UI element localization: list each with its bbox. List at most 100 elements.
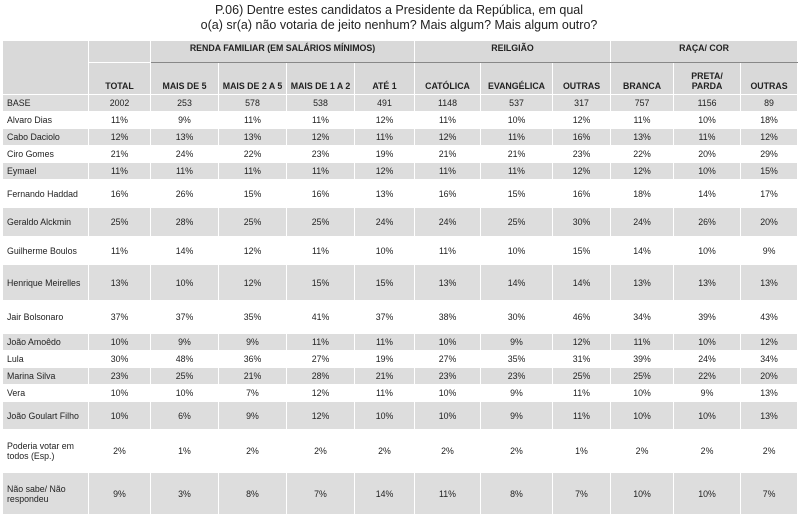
- table-cell: 16%: [552, 179, 612, 208]
- row-label: João Goulart Filho: [2, 401, 89, 430]
- table-cell: 15%: [353, 264, 416, 301]
- table-cell: 14%: [673, 179, 742, 208]
- table-cell: 10%: [414, 384, 482, 402]
- table-cell: 10%: [610, 401, 675, 430]
- table-cell: 10%: [673, 401, 742, 430]
- table-cell: 48%: [150, 350, 219, 368]
- table-cell: 25%: [610, 367, 675, 385]
- column-header-row: TOTAL MAIS DE 5 MAIS DE 2 A 5 MAIS DE 1 …: [3, 62, 798, 95]
- table-cell: 11%: [414, 472, 482, 515]
- table-cell: 253: [150, 94, 219, 112]
- table-cell: 7%: [552, 472, 612, 515]
- table-cell: 28%: [150, 207, 219, 237]
- corner-cell: [2, 40, 89, 95]
- table-cell: 43%: [740, 300, 798, 334]
- table-cell: 11%: [480, 128, 554, 146]
- table-cell: 39%: [673, 300, 742, 334]
- table-cell: 12%: [286, 128, 355, 146]
- table-cell: 1148: [414, 94, 482, 112]
- table-row: Henrique Meirelles 13% 10% 12% 15% 15% 13% 14% 1…: [2, 264, 798, 301]
- table-body: BASE 2002 253 578 538 491 1148 537 317 757 1156 89 A…: [2, 94, 798, 515]
- question-title: P.06) Dentre estes candidatos a Presiden…: [0, 0, 798, 40]
- table-row: Cabo Daciolo 12% 13% 13% 12% 11% 12% 11% 16% 13% 1…: [2, 128, 798, 146]
- table-cell: 2%: [673, 429, 742, 473]
- table-cell: 9%: [218, 333, 287, 351]
- table-cell: 11%: [286, 333, 355, 351]
- table-cell: 25%: [150, 367, 219, 385]
- table-cell: 15%: [286, 264, 355, 301]
- table-cell: 538: [286, 94, 355, 112]
- table-row: João Amoêdo 10% 9% 9% 11% 11% 10% 9% 12% 11% 10% 12…: [2, 333, 798, 351]
- table-cell: 10%: [414, 333, 482, 351]
- table-cell: 12%: [286, 384, 355, 402]
- table-cell: 11%: [552, 401, 612, 430]
- table-cell: 14%: [353, 472, 416, 515]
- table-cell: 20%: [740, 207, 798, 237]
- table-cell: 13%: [88, 264, 151, 301]
- table-cell: 537: [480, 94, 554, 112]
- table-cell: 12%: [218, 236, 287, 265]
- table-cell: 24%: [610, 207, 675, 237]
- table-cell: 18%: [610, 179, 675, 208]
- table-cell: 15%: [552, 236, 612, 265]
- table-cell: 11%: [552, 384, 612, 402]
- group-header-raca: RAÇA/ COR: [610, 40, 798, 63]
- table-cell: 22%: [673, 367, 742, 385]
- table-cell: 2002: [88, 94, 151, 112]
- table-cell: 2%: [88, 429, 151, 473]
- table-cell: 16%: [414, 179, 482, 208]
- table-cell: 15%: [218, 179, 287, 208]
- table-cell: 37%: [88, 300, 151, 334]
- column-header: TOTAL: [88, 62, 151, 95]
- table-cell: 11%: [673, 128, 742, 146]
- table-cell: 2%: [480, 429, 554, 473]
- table-cell: 27%: [414, 350, 482, 368]
- table-cell: 25%: [286, 207, 355, 237]
- table-row: BASE 2002 253 578 538 491 1148 537 317 757 1156 89: [2, 94, 798, 112]
- table-cell: 10%: [480, 236, 554, 265]
- table-cell: 12%: [740, 128, 798, 146]
- row-label: Não sabe/ Não respondeu: [2, 472, 89, 515]
- table-cell: 10%: [673, 111, 742, 129]
- table-cell: 20%: [740, 367, 798, 385]
- group-header-renda: RENDA FAMILIAR (EM SALÁRIOS MÍNIMOS): [149, 40, 416, 63]
- table-cell: 2%: [740, 429, 798, 473]
- table-row: Marina Silva 23% 25% 21% 28% 21% 23% 23% 25% 25% 2…: [2, 367, 798, 385]
- table-cell: 89: [740, 94, 798, 112]
- table-cell: 7%: [286, 472, 355, 515]
- table-cell: 28%: [286, 367, 355, 385]
- table-cell: 10%: [88, 384, 151, 402]
- table-cell: 13%: [610, 264, 675, 301]
- table-cell: 9%: [150, 333, 219, 351]
- table-cell: 15%: [740, 162, 798, 180]
- row-label: Vera: [2, 384, 89, 402]
- table-cell: 11%: [88, 162, 151, 180]
- table-cell: 9%: [480, 401, 554, 430]
- table-cell: 10%: [150, 264, 219, 301]
- table-cell: 26%: [150, 179, 219, 208]
- table-cell: 29%: [740, 145, 798, 163]
- table-cell: 25%: [480, 207, 554, 237]
- table-cell: 13%: [150, 128, 219, 146]
- table-cell: 9%: [150, 111, 219, 129]
- table-cell: 11%: [414, 111, 482, 129]
- column-header: OUTRAS: [552, 62, 612, 95]
- column-header: CATÓLICA: [414, 62, 482, 95]
- table-cell: 2%: [414, 429, 482, 473]
- table-cell: 10%: [673, 333, 742, 351]
- table-cell: 21%: [88, 145, 151, 163]
- table-cell: 26%: [673, 207, 742, 237]
- table-cell: 12%: [552, 333, 612, 351]
- table-cell: 24%: [353, 207, 416, 237]
- table-cell: 9%: [218, 401, 287, 430]
- table-cell: 12%: [353, 162, 416, 180]
- table-cell: 20%: [673, 145, 742, 163]
- table-cell: 7%: [218, 384, 287, 402]
- row-label: Jair Bolsonaro: [2, 300, 89, 334]
- table-cell: 19%: [353, 145, 416, 163]
- table-cell: 13%: [353, 179, 416, 208]
- table-cell: 12%: [552, 111, 612, 129]
- table-cell: 14%: [480, 264, 554, 301]
- table-row: Geraldo Alckmin 25% 28% 25% 25% 24% 24% 25% 30% 2…: [2, 207, 798, 237]
- table-cell: 6%: [150, 401, 219, 430]
